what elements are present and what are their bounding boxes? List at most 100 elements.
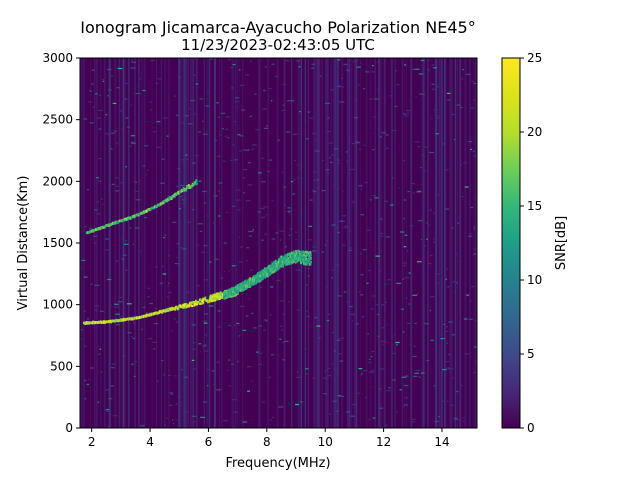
noise-streak [346,58,349,428]
noise-speck [372,149,375,151]
noise-speck [408,272,411,274]
noise-speck [163,374,166,376]
noise-speck [468,235,473,237]
noise-speck [362,249,367,251]
noise-speck [225,128,229,130]
noise-streak [100,58,102,428]
noise-speck [99,95,101,97]
y-tick-label: 1000 [42,298,73,312]
noise-speck [213,195,218,197]
noise-speck [202,320,207,322]
noise-speck [396,282,402,284]
echo-point [243,287,246,290]
noise-speck [181,199,186,201]
noise-streak [151,58,153,428]
noise-speck [432,88,436,90]
noise-speck [324,370,328,372]
echo-point [239,287,242,290]
noise-speck [197,131,201,133]
noise-speck [163,237,166,239]
echo-point [234,292,237,295]
noise-speck [424,322,426,324]
noise-speck [225,135,228,137]
noise-speck [107,278,112,281]
echo-point [304,254,307,258]
noise-speck [123,82,128,84]
echo-point [169,196,172,199]
noise-speck [369,358,371,360]
echo-point [286,257,288,260]
noise-speck [96,117,102,119]
echo-point [273,260,275,264]
noise-speck [311,67,315,69]
noise-speck [99,348,102,350]
noise-speck [240,246,243,248]
noise-speck [351,201,356,203]
noise-speck [190,99,195,102]
echo-point [227,295,230,298]
noise-speck [324,244,327,246]
noise-speck [104,238,109,240]
echo-point [270,269,272,273]
noise-speck [202,345,207,347]
noise-speck [193,342,196,344]
noise-speck [262,108,268,110]
noise-speck [83,118,88,120]
noise-speck [403,246,407,248]
echo-point [252,281,254,284]
noise-speck [261,239,264,241]
echo-point [257,275,260,278]
noise-speck [168,282,170,284]
noise-speck [223,420,228,422]
noise-streak [221,58,223,428]
noise-speck [90,367,94,369]
noise-speck [442,143,446,145]
noise-speck [471,286,475,288]
echo-point [287,256,290,260]
noise-speck [111,363,117,365]
echo-point [272,268,274,272]
noise-streak [459,58,462,428]
noise-speck [366,256,368,258]
noise-speck [175,231,177,233]
noise-speck [110,367,115,369]
noise-speck [432,67,438,69]
y-axis-label: Virtual Distance(Km) [16,176,31,311]
noise-streak [380,58,383,428]
noise-speck [183,324,186,326]
noise-speck [238,69,241,71]
noise-speck [346,411,351,413]
echo-point [250,284,252,287]
noise-speck [130,336,133,338]
echo-point [303,254,306,257]
noise-speck [212,383,217,385]
noise-speck [182,202,186,205]
noise-speck [174,263,179,265]
echo-point [193,301,195,304]
noise-speck [284,204,286,207]
echo-point [276,260,278,263]
noise-speck [312,189,315,191]
noise-speck [309,199,313,201]
noise-speck [316,179,319,181]
noise-speck [403,406,405,408]
noise-speck [368,361,372,364]
noise-speck [242,169,248,171]
noise-speck [248,230,254,233]
echo-point [287,253,289,256]
noise-speck [178,222,182,224]
noise-speck [296,376,301,378]
noise-speck [429,310,431,312]
noise-speck [286,100,292,102]
noise-speck [355,141,360,143]
echo-point [278,263,281,266]
noise-speck [121,238,124,240]
noise-speck [394,105,398,107]
echo-point [242,281,244,284]
noise-speck [458,216,462,218]
noise-streak [283,58,286,428]
noise-speck [203,401,208,403]
noise-speck [319,75,322,77]
noise-speck [404,115,409,117]
noise-speck [260,181,266,183]
